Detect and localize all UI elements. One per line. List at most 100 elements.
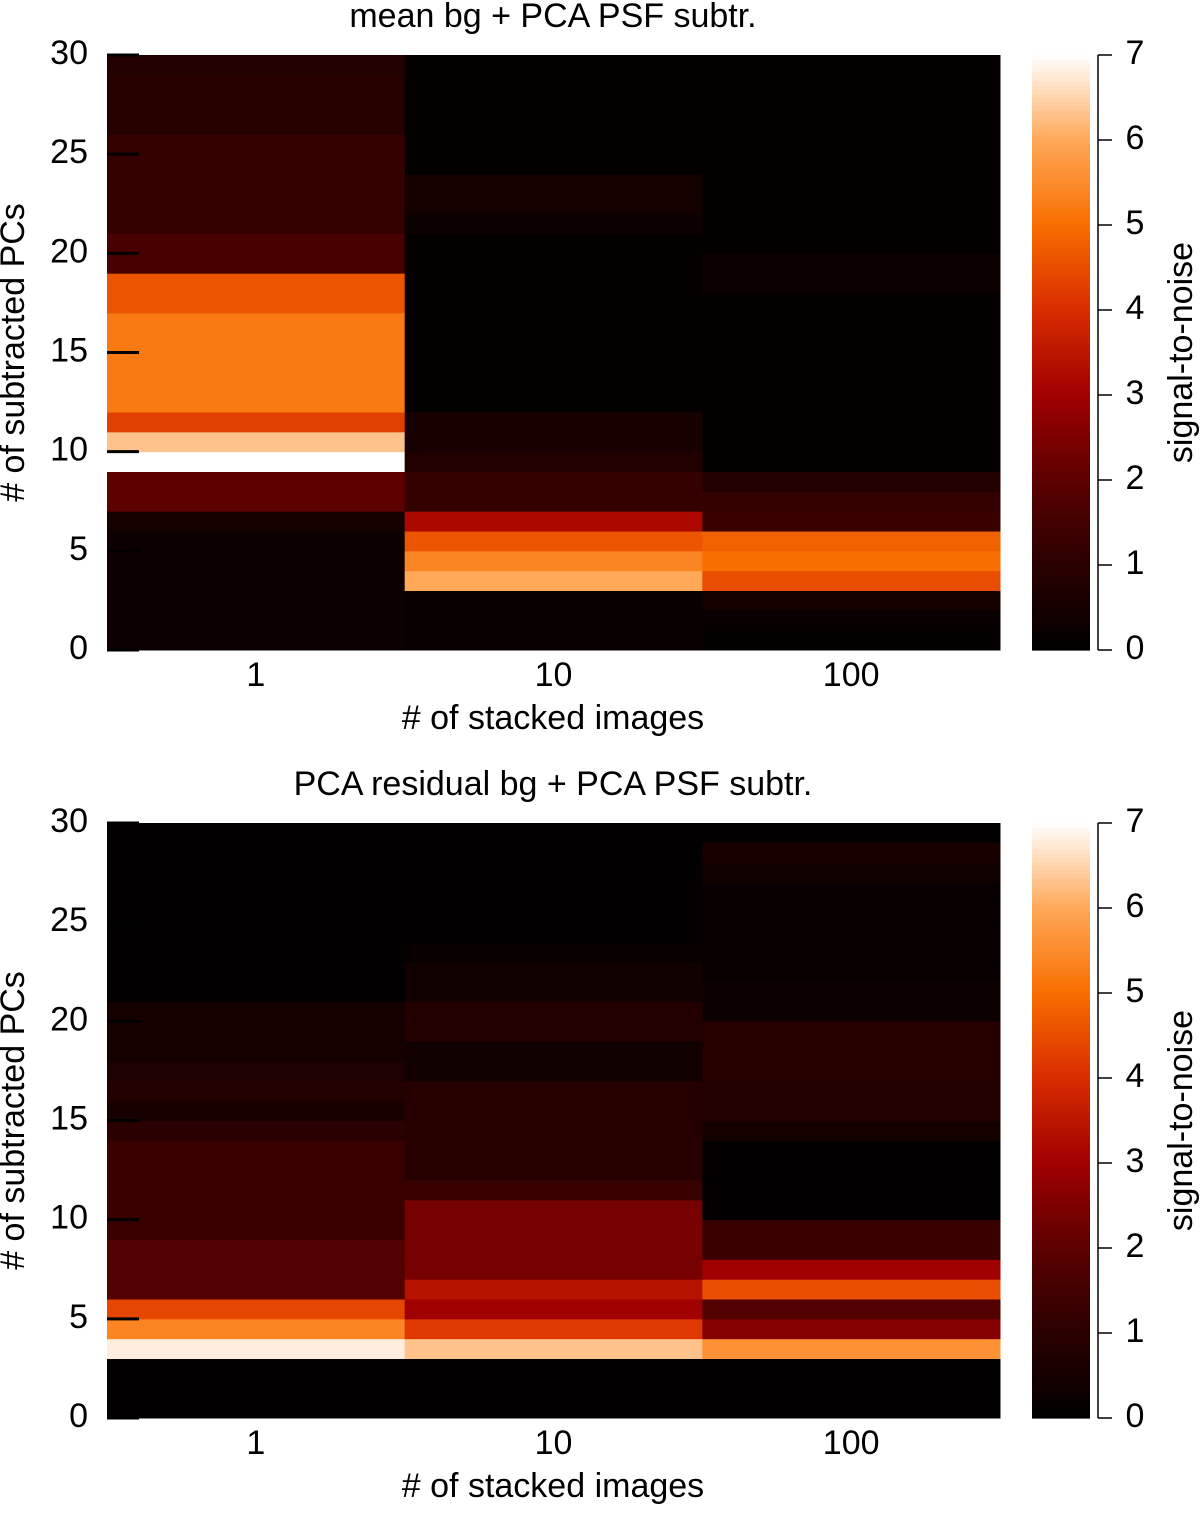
colorbar-step (1032, 1362, 1090, 1368)
colorbar-step (1032, 1392, 1090, 1398)
heatmap-cell (107, 842, 406, 864)
colorbar-step (1032, 616, 1090, 621)
colorbar-step (1032, 174, 1090, 179)
x-axis-label: # of stacked images (402, 1467, 704, 1505)
y-tick-label: 30 (50, 802, 88, 840)
heatmap-cell (702, 1378, 1001, 1399)
colorbar-step (1032, 874, 1090, 879)
heatmap-cell (702, 1100, 1001, 1121)
colorbar-step (1032, 573, 1090, 579)
colorbar-step (1032, 1209, 1090, 1215)
colorbar-step (1032, 1120, 1090, 1126)
colorbar-step (1032, 565, 1090, 570)
colorbar-step (1032, 912, 1090, 918)
colorbar-step (1032, 899, 1090, 905)
colorbar-step (1032, 895, 1090, 901)
x-tick-label: 1 (246, 1424, 265, 1462)
colorbar-step (1032, 1065, 1090, 1071)
heatmap-cell (107, 253, 406, 274)
colorbar-step (1032, 857, 1090, 862)
colorbar-step (1032, 603, 1090, 609)
colorbar-step (1032, 535, 1090, 541)
heatmap-cell (404, 630, 703, 651)
colorbar-step (1032, 135, 1090, 141)
colorbar-step (1032, 492, 1090, 498)
colorbar-step (1032, 1192, 1090, 1198)
colorbar-step (1032, 552, 1090, 558)
colorbar-step (1032, 620, 1090, 626)
colorbar-step (1032, 1235, 1090, 1241)
heatmap-cell (702, 253, 1001, 274)
colorbar-step (1032, 946, 1090, 952)
colorbar-step (1032, 157, 1090, 162)
heatmap-cell (404, 1199, 703, 1221)
colorbar-step (1032, 1099, 1090, 1105)
heatmap-cell (107, 1021, 406, 1042)
colorbar-step (1032, 1350, 1090, 1355)
heatmap-cell (107, 352, 406, 373)
heatmap-cell (404, 1120, 703, 1141)
colorbar-step (1032, 288, 1090, 294)
colorbar-step (1032, 407, 1090, 413)
colorbar-step (1032, 127, 1090, 133)
colorbar-step (1032, 1031, 1090, 1037)
colorbar-step (1032, 984, 1090, 990)
heatmap-cell (107, 610, 406, 631)
heatmap-cell (404, 1021, 703, 1042)
heatmap-cell (404, 55, 703, 76)
colorbar-step (1032, 1044, 1090, 1049)
heatmap-cell (404, 293, 703, 314)
heatmap-cell (702, 1318, 1001, 1340)
heatmap-cell (404, 273, 703, 294)
colorbar-step (1032, 1022, 1090, 1028)
heatmap-cell (702, 134, 1001, 155)
heatmap-cell (107, 471, 406, 492)
heatmap-cell (404, 842, 703, 864)
colorbar-step (1032, 920, 1090, 926)
heatmap-cell (107, 1100, 406, 1121)
heatmap-cell (107, 882, 406, 903)
y-tick-label: 5 (69, 1298, 88, 1336)
heatmap-cell (404, 1299, 703, 1320)
y-tick-label: 10 (50, 1199, 88, 1237)
colorbar-step (1032, 1137, 1090, 1143)
colorbar-step (1032, 1396, 1090, 1402)
colorbar-step (1032, 1358, 1090, 1364)
heatmap-cell (702, 1259, 1001, 1280)
heatmap-cell (702, 1358, 1001, 1379)
colorbar-step (1032, 1052, 1090, 1058)
heatmap-cell (702, 862, 1001, 883)
colorbar-tick-label: 5 (1126, 204, 1145, 242)
colorbar-step (1032, 501, 1090, 507)
colorbar-step (1032, 1095, 1090, 1100)
heatmap-cell (107, 412, 406, 433)
colorbar-step (1032, 55, 1090, 60)
colorbar-step (1032, 582, 1090, 587)
heatmap-cell (107, 174, 406, 195)
colorbar-step (1032, 480, 1090, 485)
heatmap-cell (107, 332, 406, 353)
colorbar-step (1032, 1010, 1090, 1015)
colorbar-tick-label: 3 (1126, 1142, 1145, 1180)
colorbar-step (1032, 475, 1090, 481)
colorbar-step (1032, 220, 1090, 226)
colorbar-step (1032, 539, 1090, 545)
colorbar-tick-label: 5 (1126, 972, 1145, 1010)
colorbar-step (1032, 97, 1090, 103)
heatmap-cell (107, 511, 406, 532)
colorbar-step (1032, 446, 1090, 451)
colorbar-step (1032, 195, 1090, 201)
heatmap-cell (404, 253, 703, 274)
colorbar-step (1032, 942, 1090, 947)
colorbar-step (1032, 1367, 1090, 1372)
colorbar-label: signal-to-noise (1162, 242, 1200, 463)
colorbar-step (1032, 178, 1090, 184)
heatmap-cell (107, 1080, 406, 1102)
heatmap-cell (702, 174, 1001, 195)
heatmap-cell (107, 1338, 406, 1359)
colorbar-step (1032, 891, 1090, 896)
colorbar-step (1032, 1409, 1090, 1415)
heatmap-cell (702, 823, 1001, 844)
